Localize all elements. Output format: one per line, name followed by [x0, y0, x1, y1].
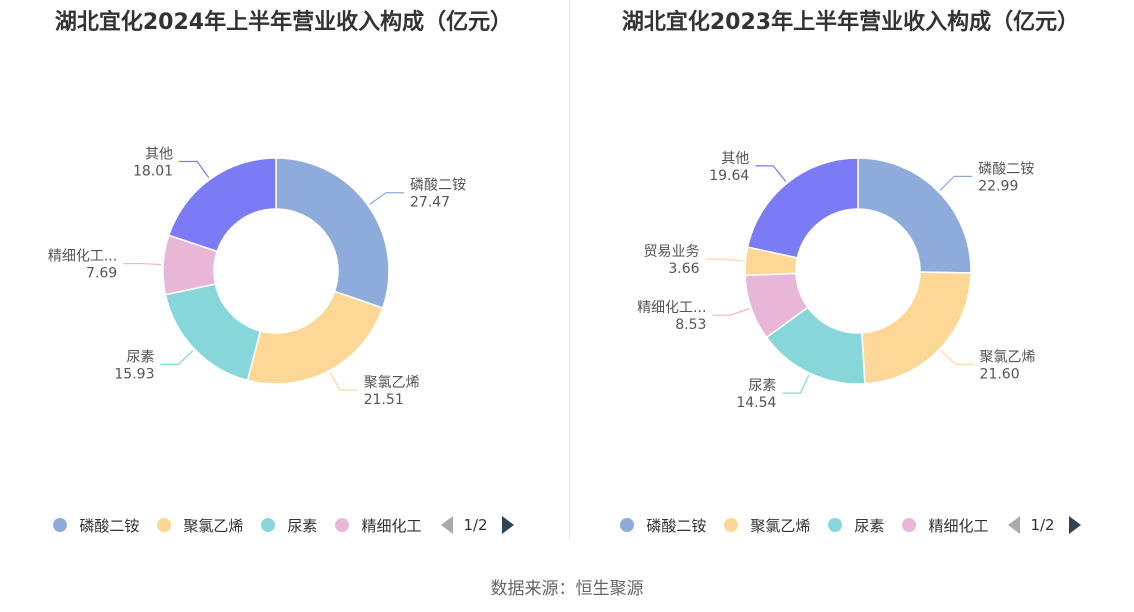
slice-value-label: 19.64 [709, 168, 749, 184]
slice-category-label: 磷酸二铵 [978, 161, 1034, 177]
prev-page-icon[interactable] [1008, 516, 1021, 534]
slice-category-label: 其他 [145, 146, 173, 162]
legend-2023: 磷酸二铵 聚氯乙烯 尿素 精细化工 1/2 [567, 512, 1134, 538]
slice-value-label: 7.69 [86, 266, 117, 282]
panel-divider [569, 0, 570, 540]
legend-item[interactable]: 磷酸二铵 [620, 515, 706, 536]
slice-category-label: 尿素 [748, 378, 776, 394]
legend-swatch [620, 518, 635, 532]
donut-slice[interactable] [275, 157, 390, 310]
next-page-icon[interactable] [501, 516, 514, 534]
legend-item[interactable]: 磷酸二铵 [53, 515, 139, 536]
prev-page-icon[interactable] [441, 516, 454, 534]
slice-value-label: 14.54 [736, 395, 776, 411]
legend-item[interactable]: 聚氯乙烯 [724, 515, 810, 536]
legend-swatch [53, 518, 68, 532]
legend-pager: 1/2 [441, 516, 514, 534]
legend-pager: 1/2 [1008, 516, 1081, 534]
slice-value-label: 27.47 [410, 195, 450, 211]
slice-value-label: 15.93 [114, 366, 154, 382]
slice-category-label: 尿素 [126, 349, 154, 365]
leader-line [939, 175, 973, 191]
legend-page-indicator: 1/2 [463, 516, 488, 534]
legend-swatch [335, 518, 350, 532]
donut-slice[interactable] [746, 157, 859, 259]
chart-panel-2024: 湖北宜化2024年上半年营业收入构成（亿元） 磷酸二铵 27.47 聚氯乙烯 21.5… [0, 0, 567, 550]
chart-title-2024: 湖北宜化2024年上半年营业收入构成（亿元） [54, 10, 513, 35]
slice-category-label: 精细化工... [48, 249, 117, 265]
legend-label: 精细化工 [361, 516, 422, 535]
legend-label: 精细化工 [928, 516, 989, 535]
slice-value-label: 21.51 [364, 392, 404, 408]
leader-line [179, 160, 210, 179]
slice-value-label: 8.53 [675, 317, 706, 333]
slice-category-label: 贸易业务 [644, 244, 700, 260]
leader-line [712, 308, 750, 316]
slice-category-label: 聚氯乙烯 [980, 349, 1036, 365]
next-page-icon[interactable] [1068, 516, 1081, 534]
legend-item[interactable]: 精细化工 [902, 515, 988, 536]
leader-line [123, 262, 162, 266]
donut-slice[interactable] [857, 157, 972, 274]
chart-title-2023: 湖北宜化2023年上半年营业收入构成（亿元） [621, 10, 1080, 35]
slice-category-label: 精细化工... [637, 300, 706, 316]
leader-line [782, 374, 810, 394]
slice-value-label: 3.66 [668, 261, 699, 277]
donut-slice[interactable] [861, 271, 972, 385]
legend-2024: 磷酸二铵 聚氯乙烯 尿素 精细化工 1/2 [0, 512, 567, 538]
slice-value-label: 18.01 [133, 163, 173, 179]
legend-page-indicator: 1/2 [1030, 516, 1055, 534]
legend-swatch [828, 518, 843, 532]
legend-swatch [261, 518, 276, 532]
legend-label: 尿素 [854, 516, 885, 535]
leader-line [940, 350, 974, 365]
slice-category-label: 磷酸二铵 [410, 178, 466, 194]
leader-line [705, 258, 744, 262]
chart-panel-2023: 湖北宜化2023年上半年营业收入构成（亿元） 磷酸二铵 22.99 聚氯乙烯 21.6… [567, 0, 1134, 550]
slice-category-label: 其他 [721, 151, 749, 167]
data-source: 数据来源：恒生聚源 [490, 579, 644, 599]
donut-slice[interactable] [164, 283, 262, 382]
legend-swatch [724, 518, 739, 532]
legend-label: 尿素 [287, 516, 318, 535]
leader-line [160, 350, 194, 365]
slice-category-label: 聚氯乙烯 [364, 375, 420, 391]
legend-swatch [157, 518, 172, 532]
legend-label: 聚氯乙烯 [183, 516, 244, 535]
slice-value-label: 22.99 [978, 178, 1018, 194]
legend-label: 磷酸二铵 [646, 516, 707, 535]
donut-slice[interactable] [167, 157, 277, 253]
leader-line [755, 165, 787, 182]
legend-item[interactable]: 精细化工 [335, 515, 421, 536]
slice-value-label: 21.60 [980, 366, 1020, 382]
legend-label: 磷酸二铵 [79, 516, 140, 535]
donut-slice[interactable] [246, 290, 384, 385]
legend-item[interactable]: 尿素 [828, 515, 884, 536]
leader-line [329, 372, 358, 391]
legend-swatch [902, 518, 917, 532]
legend-label: 聚氯乙烯 [750, 516, 811, 535]
leader-line [369, 192, 405, 205]
legend-item[interactable]: 尿素 [261, 515, 317, 536]
legend-item[interactable]: 聚氯乙烯 [157, 515, 243, 536]
